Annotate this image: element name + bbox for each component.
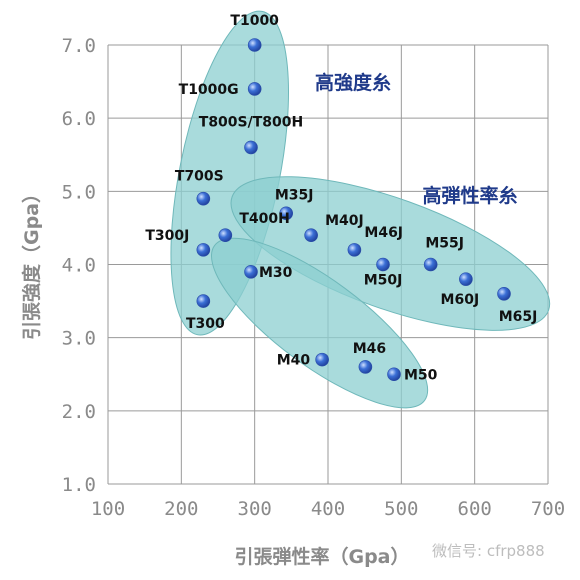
data-point bbox=[358, 360, 373, 374]
data-point bbox=[247, 82, 262, 96]
data-point bbox=[459, 272, 473, 286]
data-points bbox=[196, 38, 511, 382]
y-tick-label: 5.0 bbox=[62, 181, 96, 203]
data-point bbox=[423, 257, 438, 272]
data-point bbox=[218, 228, 233, 243]
point-label: T700S bbox=[175, 169, 224, 185]
y-tick-label: 6.0 bbox=[62, 108, 96, 130]
data-point bbox=[304, 228, 318, 243]
watermark-text: 微信号: cfrp888 bbox=[432, 542, 545, 560]
y-axis-title: 引張強度（Gpa） bbox=[20, 184, 43, 340]
point-label: M65J bbox=[499, 309, 538, 325]
point-label: T300 bbox=[186, 316, 225, 332]
point-label: T1000G bbox=[179, 82, 239, 98]
data-point bbox=[347, 243, 362, 257]
x-tick-labels: 100 200 300 400 500 600 700 bbox=[91, 498, 565, 520]
x-tick-label: 100 bbox=[91, 498, 125, 520]
data-point bbox=[244, 265, 258, 279]
point-label: M46 bbox=[353, 341, 386, 357]
y-tick-label: 1.0 bbox=[62, 474, 96, 496]
data-point bbox=[196, 243, 211, 257]
region-high-modulus bbox=[230, 176, 551, 331]
point-label: M46J bbox=[364, 225, 403, 241]
data-point bbox=[376, 257, 390, 272]
y-tick-label: 4.0 bbox=[62, 255, 96, 277]
data-point bbox=[387, 367, 401, 382]
x-axis-title: 引張弾性率（Gpa） bbox=[234, 545, 409, 568]
data-point bbox=[244, 140, 258, 155]
y-tick-label: 3.0 bbox=[62, 328, 96, 350]
x-tick-label: 200 bbox=[164, 498, 198, 520]
y-tick-label: 2.0 bbox=[62, 401, 96, 423]
data-point bbox=[196, 294, 211, 308]
region-standard-modulus bbox=[210, 237, 429, 409]
point-label: T1000 bbox=[230, 13, 279, 29]
y-tick-label: 7.0 bbox=[62, 35, 96, 57]
y-tick-labels: 1.0 2.0 3.0 4.0 5.0 6.0 7.0 bbox=[62, 35, 96, 496]
data-point bbox=[279, 206, 294, 221]
x-tick-label: 500 bbox=[384, 498, 418, 520]
data-point bbox=[247, 38, 262, 52]
group-label: 高弾性率糸 bbox=[422, 184, 517, 207]
x-tick-label: 600 bbox=[458, 498, 492, 520]
point-label: M30 bbox=[259, 265, 293, 281]
data-point bbox=[196, 191, 211, 206]
x-tick-label: 700 bbox=[531, 498, 565, 520]
x-tick-label: 300 bbox=[238, 498, 272, 520]
point-label: T800S/T800H bbox=[199, 114, 303, 130]
point-label: M40J bbox=[325, 213, 364, 229]
point-label: T400H bbox=[239, 211, 289, 227]
point-label: T300J bbox=[145, 228, 189, 244]
group-label: 高強度糸 bbox=[315, 71, 391, 94]
point-label: M50 bbox=[404, 367, 438, 383]
x-tick-label: 400 bbox=[311, 498, 345, 520]
point-labels: T1000 T1000G T800S/T800H T700S T400H T300J T30… bbox=[145, 13, 537, 383]
point-label: M35J bbox=[275, 187, 314, 203]
point-label: M40 bbox=[277, 353, 311, 369]
data-point bbox=[315, 352, 329, 367]
point-label: M50J bbox=[364, 273, 403, 289]
data-point bbox=[497, 286, 511, 301]
point-label: M60J bbox=[441, 292, 480, 308]
point-label: M55J bbox=[425, 236, 464, 252]
